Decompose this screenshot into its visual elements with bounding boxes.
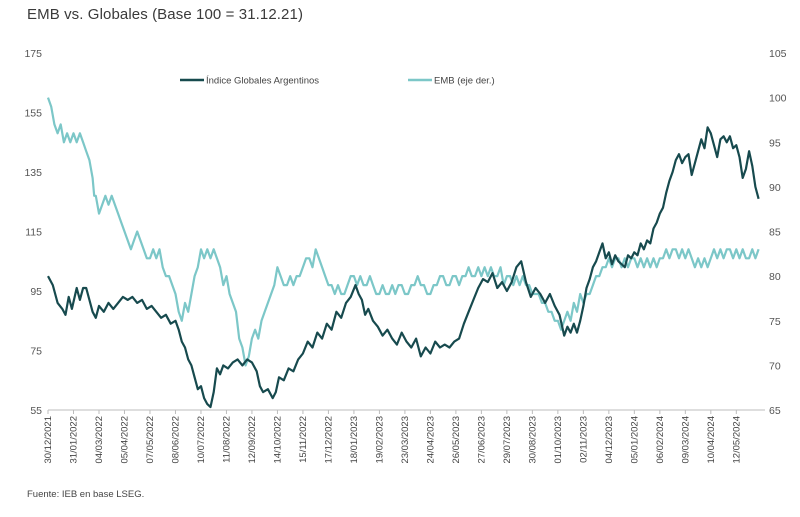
y-left-tick-label: 115 (25, 227, 42, 239)
x-tick-label: 05/01/2024 (629, 416, 640, 464)
series-lines (46, 97, 760, 409)
x-tick-label: 05/04/2022 (119, 416, 130, 464)
y-right-tick-label: 75 (769, 316, 781, 328)
y-left-tick-label: 135 (24, 167, 42, 179)
x-tick-label: 09/03/2024 (680, 416, 691, 464)
chart-title: EMB vs. Globales (Base 100 = 31.12.21) (27, 6, 304, 23)
y-left-tick-label: 175 (24, 48, 42, 60)
x-tick-label: 14/10/2022 (272, 416, 283, 464)
x-tick-label: 12/09/2022 (247, 416, 258, 464)
x-tick-label: 15/11/2022 (298, 416, 309, 463)
legend-item-emb-label: EMB (eje der.) (434, 76, 495, 87)
y-left-tick-label: 75 (30, 346, 42, 358)
y-right-tick-label: 90 (769, 182, 781, 194)
y-right-tick-label: 65 (769, 405, 781, 417)
x-tick-label: 10/04/2024 (706, 416, 717, 464)
y-right-tick-label: 100 (769, 93, 787, 105)
x-tick-label: 12/05/2024 (731, 416, 742, 464)
x-tick-label: 19/02/2023 (374, 416, 385, 464)
y-right-tick-label: 105 (769, 48, 787, 60)
x-tick-label: 11/08/2022 (221, 416, 232, 463)
legend-item-globales-label: Índice Globales Argentinos (206, 76, 319, 87)
x-tick-label: 02/11/2023 (578, 416, 589, 463)
y-left-tick-label: 155 (24, 108, 42, 120)
x-tick-label: 01/10/2023 (553, 416, 564, 464)
x-tick-label: 31/01/2022 (68, 416, 79, 464)
y-left-ticks: 55 75 95 115 135 155 175 (24, 48, 42, 417)
x-tick-label: 04/12/2023 (604, 416, 615, 464)
x-tick-label: 29/07/2023 (502, 416, 513, 464)
y-left-tick-label: 55 (30, 405, 42, 417)
x-tick-label: 04/03/2022 (94, 416, 105, 464)
x-tick-label: 07/05/2022 (145, 416, 156, 464)
x-tick-label: 06/02/2024 (655, 416, 666, 464)
x-tick-label: 18/01/2023 (349, 416, 360, 464)
y-right-tick-label: 85 (769, 227, 781, 239)
x-tick-label: 10/07/2022 (196, 416, 207, 464)
x-tick-label: 17/12/2022 (323, 416, 334, 464)
series-line-globales (47, 126, 760, 409)
x-ticks: 30/12/2021 31/01/2022 04/03/2022 05/04/2022… (43, 410, 742, 464)
x-tick-label: 30/12/2021 (43, 416, 54, 464)
source-note: Fuente: IEB en base LSEG. (27, 489, 145, 500)
y-left-tick-label: 95 (30, 286, 42, 298)
x-tick-label: 08/06/2022 (170, 416, 181, 464)
x-tick-label: 26/05/2023 (451, 416, 462, 464)
y-right-tick-label: 70 (769, 360, 781, 372)
legend: Índice Globales Argentinos EMB (eje der.) (180, 76, 495, 87)
x-tick-label: 23/03/2023 (400, 416, 411, 464)
x-tick-label: 30/08/2023 (527, 416, 538, 464)
y-right-ticks: 65 70 75 80 85 90 95 100 105 (769, 48, 787, 417)
x-tick-label: 24/04/2023 (425, 416, 436, 464)
x-tick-label: 27/06/2023 (476, 416, 487, 464)
y-right-tick-label: 95 (769, 137, 781, 149)
y-right-tick-label: 80 (769, 271, 781, 283)
series-line-emb (46, 97, 760, 367)
